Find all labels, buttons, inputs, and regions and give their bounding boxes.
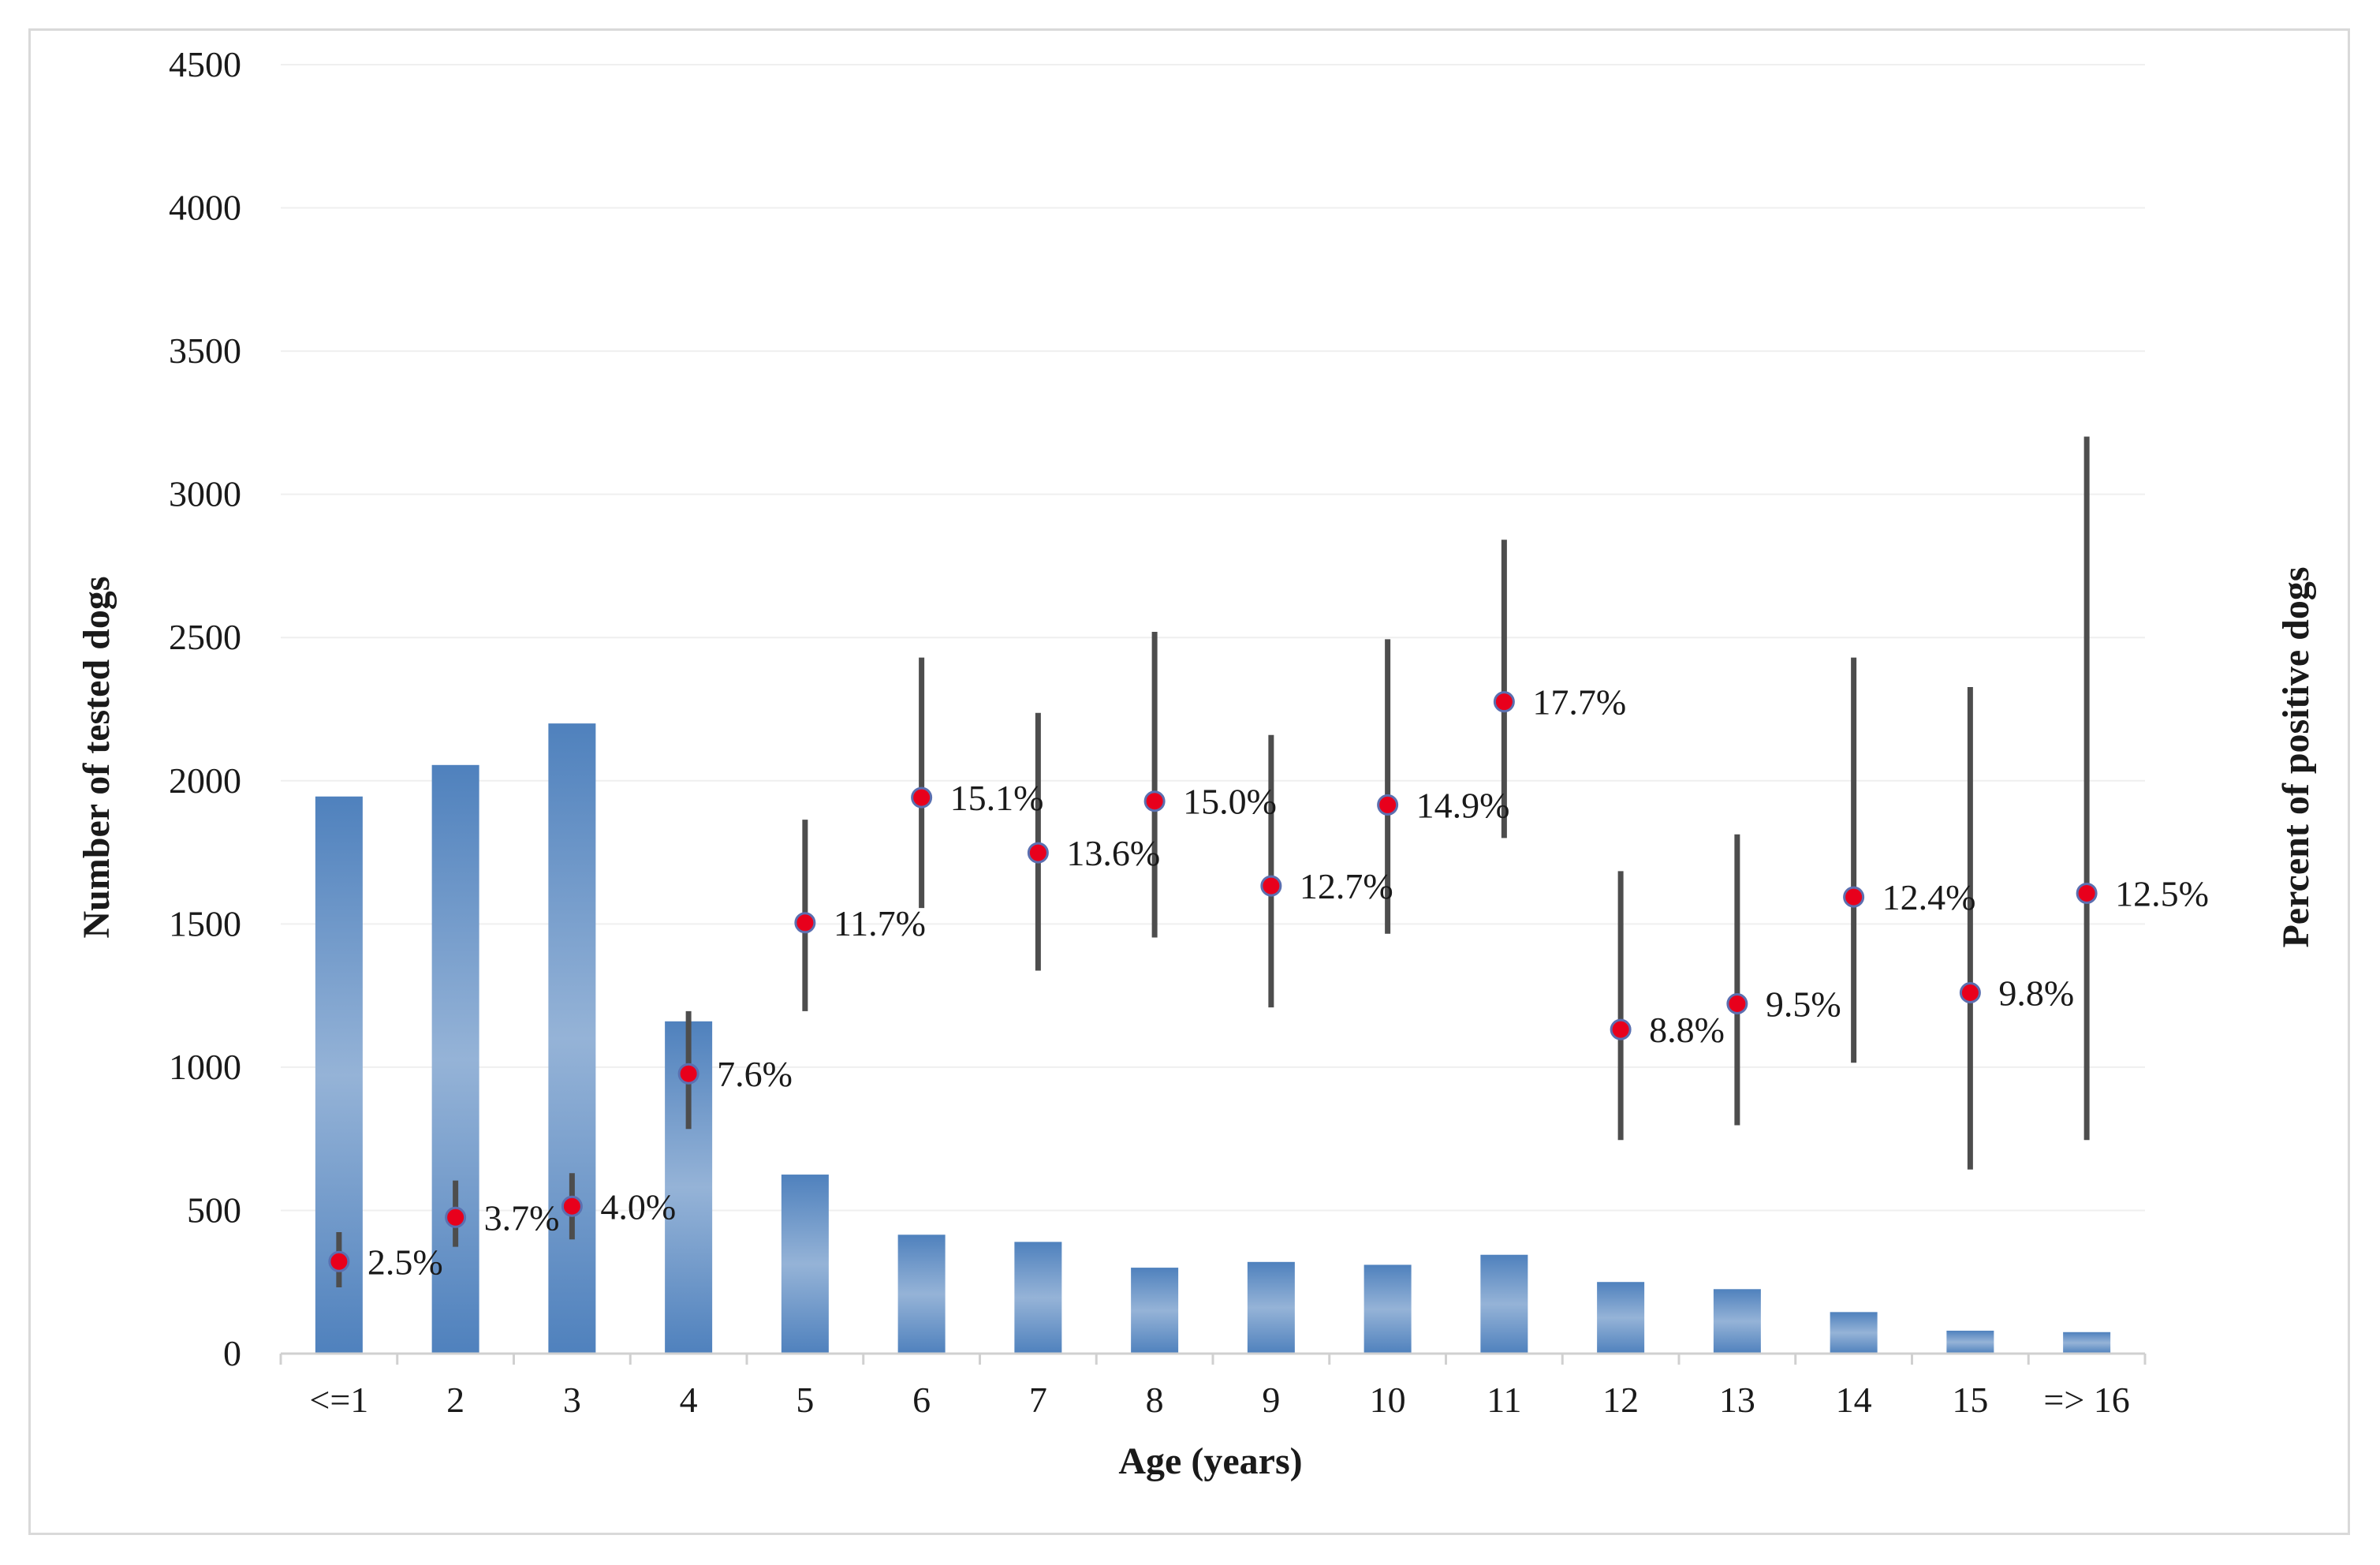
- y-tick-label: 500: [187, 1190, 241, 1230]
- percent-label: 12.5%: [2115, 873, 2209, 913]
- bar: [1014, 1242, 1062, 1354]
- x-tick-label: 11: [1487, 1380, 1521, 1420]
- percent-point: [1493, 691, 1515, 713]
- x-tick-label: 8: [1146, 1380, 1164, 1420]
- percent-point: [1610, 1018, 1632, 1040]
- bar: [781, 1175, 829, 1354]
- percent-point: [328, 1250, 350, 1272]
- y-tick-label: 3000: [169, 474, 241, 514]
- percent-label: 4.0%: [600, 1186, 676, 1227]
- y-tick-label: 4000: [169, 188, 241, 228]
- x-axis-title: Age (years): [1118, 1440, 1302, 1482]
- x-tick-label: 15: [1952, 1380, 1988, 1420]
- bar: [1713, 1289, 1761, 1354]
- bar: [897, 1234, 946, 1354]
- bar: [1363, 1264, 1412, 1354]
- percent-point: [1726, 992, 1748, 1014]
- percent-label: 11.7%: [834, 903, 926, 943]
- axes: [279, 1352, 2147, 1365]
- y2-axis-title: Percent of positive dogs: [2275, 566, 2317, 947]
- bar: [1597, 1282, 1645, 1354]
- x-tick-label: 4: [680, 1380, 698, 1420]
- bar: [1131, 1268, 1179, 1354]
- x-tick-label: 10: [1370, 1380, 1406, 1420]
- percent-point: [677, 1063, 699, 1085]
- percent-label: 17.7%: [1532, 682, 1626, 723]
- y-axis-title: Number of tested dogs: [76, 576, 118, 938]
- percent-point: [1143, 790, 1166, 812]
- y-tick-label: 4500: [169, 44, 241, 84]
- x-tick-label: 5: [796, 1380, 814, 1420]
- percent-label: 9.8%: [1998, 973, 2074, 1013]
- percent-label: 12.4%: [1882, 877, 1976, 917]
- x-tick-label: 14: [1836, 1380, 1872, 1420]
- percent-label: 9.5%: [1766, 984, 1841, 1024]
- x-tick-label: 6: [912, 1380, 931, 1420]
- percent-point: [794, 912, 816, 934]
- percent-points: [328, 691, 2098, 1272]
- percent-point: [911, 786, 933, 809]
- percent-point: [561, 1195, 583, 1217]
- x-tick-label: 3: [563, 1380, 581, 1420]
- x-tick-label: 7: [1029, 1380, 1047, 1420]
- y-tick-label: 1000: [169, 1047, 241, 1087]
- x-tick-label: 9: [1262, 1380, 1280, 1420]
- bar: [1247, 1261, 1295, 1354]
- percent-point: [1027, 842, 1049, 864]
- bar: [1830, 1312, 1878, 1354]
- x-tick-label: 12: [1602, 1380, 1639, 1420]
- x-tick-label: <=1: [309, 1380, 368, 1420]
- percent-label: 12.7%: [1300, 866, 1393, 906]
- bars: [315, 723, 2111, 1354]
- percent-labels: 2.5% 3.7% 4.0% 7.6% 11.7% 15.1% 13.6% 15.0% 12.7…: [367, 682, 2209, 1283]
- y-tick-label: 1500: [169, 903, 241, 943]
- x-tick-labels: <=1 2 3 4 5 6 7 8 9 10 11 12 13 14 15 => 16: [309, 1380, 2129, 1420]
- percent-point: [1260, 875, 1282, 897]
- x-tick-label: 2: [446, 1380, 464, 1420]
- percent-point: [1959, 981, 1981, 1003]
- y-tick-labels: 0 500 1000 1500 2000 2500 3000 3500 4000 4500: [169, 44, 241, 1373]
- percent-label: 2.5%: [367, 1242, 443, 1282]
- bar: [1480, 1254, 1528, 1354]
- percent-label: 8.8%: [1649, 1010, 1725, 1050]
- error-bars: [336, 436, 2090, 1287]
- y-tick-label: 0: [223, 1333, 241, 1373]
- bar: [1946, 1330, 1994, 1354]
- percent-label: 15.0%: [1183, 782, 1277, 822]
- percent-label: 13.6%: [1066, 833, 1160, 873]
- percent-point: [1843, 886, 1865, 908]
- percent-label: 14.9%: [1416, 785, 1510, 825]
- percent-label: 15.1%: [950, 778, 1044, 818]
- percent-point: [1377, 794, 1399, 816]
- percent-label: 7.6%: [717, 1054, 793, 1094]
- percent-label: 3.7%: [484, 1197, 560, 1238]
- percent-point: [2076, 882, 2098, 904]
- x-tick-label: => 16: [2043, 1380, 2129, 1420]
- y-tick-label: 3500: [169, 331, 241, 371]
- bar: [431, 764, 479, 1354]
- percent-point: [445, 1206, 467, 1228]
- bar: [2063, 1332, 2111, 1354]
- x-tick-label: 13: [1719, 1380, 1755, 1420]
- chart-frame: [28, 28, 2350, 1535]
- y-tick-label: 2500: [169, 617, 241, 657]
- bar: [548, 723, 596, 1354]
- y-tick-label: 2000: [169, 760, 241, 801]
